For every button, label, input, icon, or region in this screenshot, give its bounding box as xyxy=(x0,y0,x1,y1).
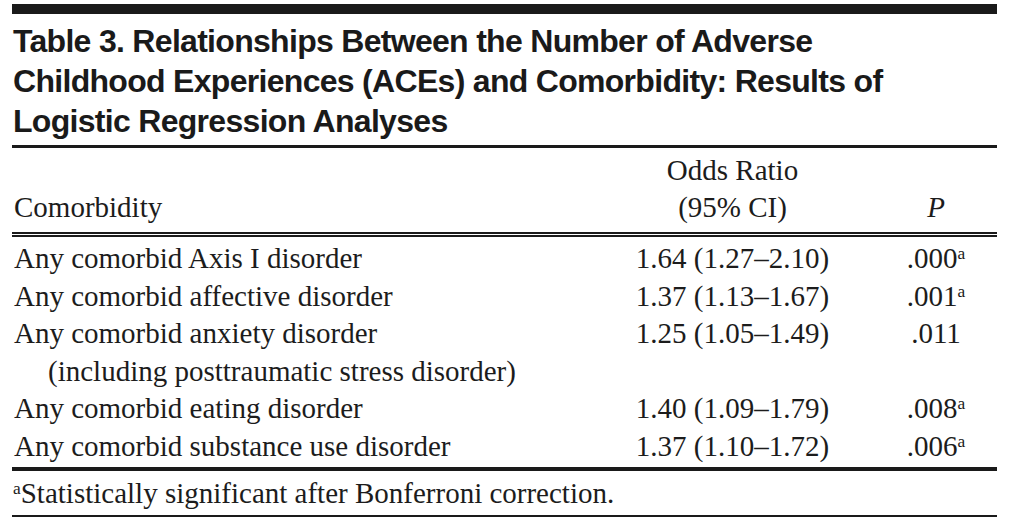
odds-ratio-value: 1.37 (1.10–1.72) xyxy=(590,428,875,466)
table-header-row: Comorbidity Odds Ratio (95% CI) P xyxy=(12,148,997,232)
row-label: Any comorbid affective disorder xyxy=(12,278,590,316)
p-value-number: .008 xyxy=(907,392,958,424)
row-label: Any comorbid anxiety disorder xyxy=(12,315,590,353)
p-value-footnote-marker: a xyxy=(958,431,966,451)
table-title-line-3: Logistic Regression Analyses xyxy=(13,101,997,141)
odds-ratio-value: 1.64 (1.27–2.10) xyxy=(590,240,875,278)
table-row: Any comorbid eating disorder 1.40 (1.09–… xyxy=(12,390,997,428)
p-value-footnote-marker: a xyxy=(958,393,966,413)
p-value-footnote-marker: a xyxy=(958,243,966,263)
column-header-odds-ratio: Odds Ratio (95% CI) xyxy=(590,152,875,226)
table-footnote: aStatistically significant after Bonferr… xyxy=(12,471,997,515)
row-label-continuation: (including posttraumatic stress disorder… xyxy=(12,353,997,391)
p-value-number: .011 xyxy=(911,317,961,349)
column-header-comorbidity: Comorbidity xyxy=(12,189,590,226)
table-title-line-1: Table 3. Relationships Between the Numbe… xyxy=(13,21,997,61)
row-label: Any comorbid Axis I disorder xyxy=(12,240,590,278)
odds-ratio-value: 1.37 (1.13–1.67) xyxy=(590,278,875,316)
column-header-p: P xyxy=(875,189,997,226)
odds-ratio-value: 1.25 (1.05–1.49) xyxy=(590,315,875,353)
table-row: Any comorbid Axis I disorder 1.64 (1.27–… xyxy=(12,240,997,278)
p-value: .000a xyxy=(875,240,997,278)
paper-table-page: Table 3. Relationships Between the Numbe… xyxy=(0,0,1009,517)
odds-ratio-value: 1.40 (1.09–1.79) xyxy=(590,390,875,428)
table-title: Table 3. Relationships Between the Numbe… xyxy=(12,14,997,145)
table-row: Any comorbid substance use disorder 1.37… xyxy=(12,428,997,466)
p-value: .008a xyxy=(875,390,997,428)
footnote-marker: a xyxy=(13,478,21,498)
column-header-odds-ratio-line1: Odds Ratio xyxy=(590,152,875,189)
p-value-number: .001 xyxy=(907,280,958,312)
row-label: Any comorbid eating disorder xyxy=(12,390,590,428)
p-value-number: .000 xyxy=(907,242,958,274)
table-row: Any comorbid affective disorder 1.37 (1.… xyxy=(12,278,997,316)
table-row: Any comorbid anxiety disorder 1.25 (1.05… xyxy=(12,315,997,390)
p-value: .001a xyxy=(875,278,997,316)
column-header-odds-ratio-line2: (95% CI) xyxy=(590,189,875,226)
row-label: Any comorbid substance use disorder xyxy=(12,428,590,466)
p-value-footnote-marker: a xyxy=(958,281,966,301)
p-value: .011 xyxy=(875,315,997,353)
table-title-line-2: Childhood Experiences (ACEs) and Comorbi… xyxy=(13,61,997,101)
p-value: .006a xyxy=(875,428,997,466)
table-top-bar xyxy=(12,4,997,14)
table-body: Any comorbid Axis I disorder 1.64 (1.27–… xyxy=(12,237,997,465)
footnote-text: Statistically significant after Bonferro… xyxy=(21,477,615,509)
p-value-number: .006 xyxy=(907,430,958,462)
